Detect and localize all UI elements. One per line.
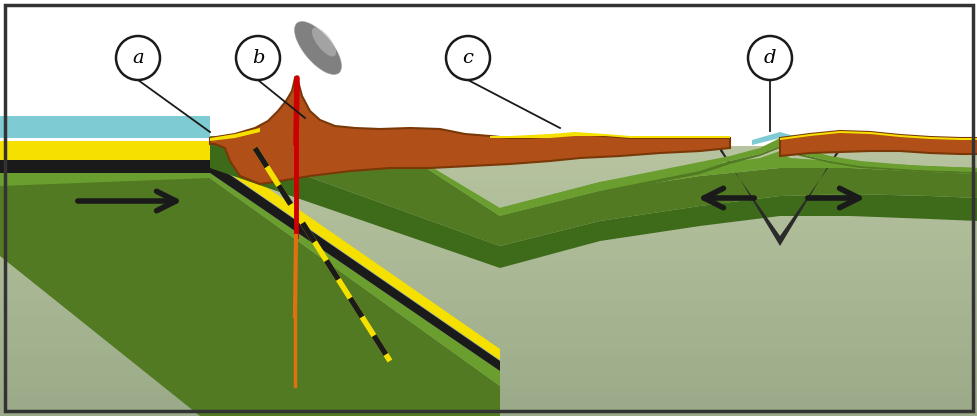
Polygon shape bbox=[0, 295, 977, 301]
Polygon shape bbox=[780, 131, 977, 156]
Polygon shape bbox=[210, 128, 260, 141]
Polygon shape bbox=[0, 281, 977, 288]
Polygon shape bbox=[210, 141, 977, 268]
Polygon shape bbox=[210, 136, 977, 216]
Circle shape bbox=[446, 36, 489, 80]
Circle shape bbox=[116, 36, 160, 80]
Polygon shape bbox=[0, 146, 977, 153]
Polygon shape bbox=[499, 146, 977, 219]
Polygon shape bbox=[0, 180, 977, 186]
Polygon shape bbox=[0, 403, 977, 409]
Polygon shape bbox=[0, 288, 977, 295]
Ellipse shape bbox=[312, 27, 336, 57]
Polygon shape bbox=[0, 335, 977, 342]
Polygon shape bbox=[0, 261, 977, 267]
Polygon shape bbox=[0, 382, 977, 389]
Polygon shape bbox=[751, 132, 807, 145]
Polygon shape bbox=[0, 355, 977, 362]
Polygon shape bbox=[0, 220, 977, 227]
Ellipse shape bbox=[294, 22, 341, 74]
Polygon shape bbox=[780, 131, 977, 140]
Text: c: c bbox=[462, 49, 473, 67]
Polygon shape bbox=[0, 308, 977, 315]
Polygon shape bbox=[0, 234, 977, 240]
Polygon shape bbox=[0, 376, 977, 382]
Polygon shape bbox=[0, 173, 977, 180]
Polygon shape bbox=[210, 78, 729, 184]
Polygon shape bbox=[0, 247, 977, 254]
Polygon shape bbox=[0, 389, 977, 396]
Polygon shape bbox=[0, 240, 977, 247]
Polygon shape bbox=[0, 349, 977, 355]
Polygon shape bbox=[0, 200, 977, 207]
Polygon shape bbox=[210, 136, 977, 246]
Polygon shape bbox=[0, 274, 977, 281]
Circle shape bbox=[747, 36, 791, 80]
Polygon shape bbox=[719, 146, 839, 246]
Polygon shape bbox=[0, 186, 977, 193]
Polygon shape bbox=[489, 132, 729, 138]
Polygon shape bbox=[0, 159, 977, 166]
Polygon shape bbox=[0, 164, 499, 416]
Polygon shape bbox=[0, 166, 977, 173]
Polygon shape bbox=[0, 153, 977, 159]
Polygon shape bbox=[0, 322, 977, 328]
Circle shape bbox=[235, 36, 279, 80]
Text: d: d bbox=[763, 49, 776, 67]
Polygon shape bbox=[0, 164, 499, 386]
Polygon shape bbox=[0, 193, 977, 200]
Polygon shape bbox=[0, 369, 977, 376]
Polygon shape bbox=[0, 328, 977, 335]
Polygon shape bbox=[0, 362, 977, 369]
Polygon shape bbox=[0, 227, 977, 234]
Polygon shape bbox=[0, 207, 977, 213]
Polygon shape bbox=[0, 409, 977, 416]
Polygon shape bbox=[499, 138, 977, 212]
Text: b: b bbox=[251, 49, 264, 67]
Polygon shape bbox=[0, 342, 977, 349]
Polygon shape bbox=[0, 315, 977, 322]
Polygon shape bbox=[0, 254, 977, 261]
Polygon shape bbox=[0, 267, 977, 274]
Polygon shape bbox=[0, 148, 499, 371]
Polygon shape bbox=[0, 301, 977, 308]
Polygon shape bbox=[0, 396, 977, 403]
Polygon shape bbox=[0, 141, 499, 360]
Polygon shape bbox=[0, 213, 977, 220]
Text: a: a bbox=[132, 49, 144, 67]
Polygon shape bbox=[0, 116, 210, 138]
